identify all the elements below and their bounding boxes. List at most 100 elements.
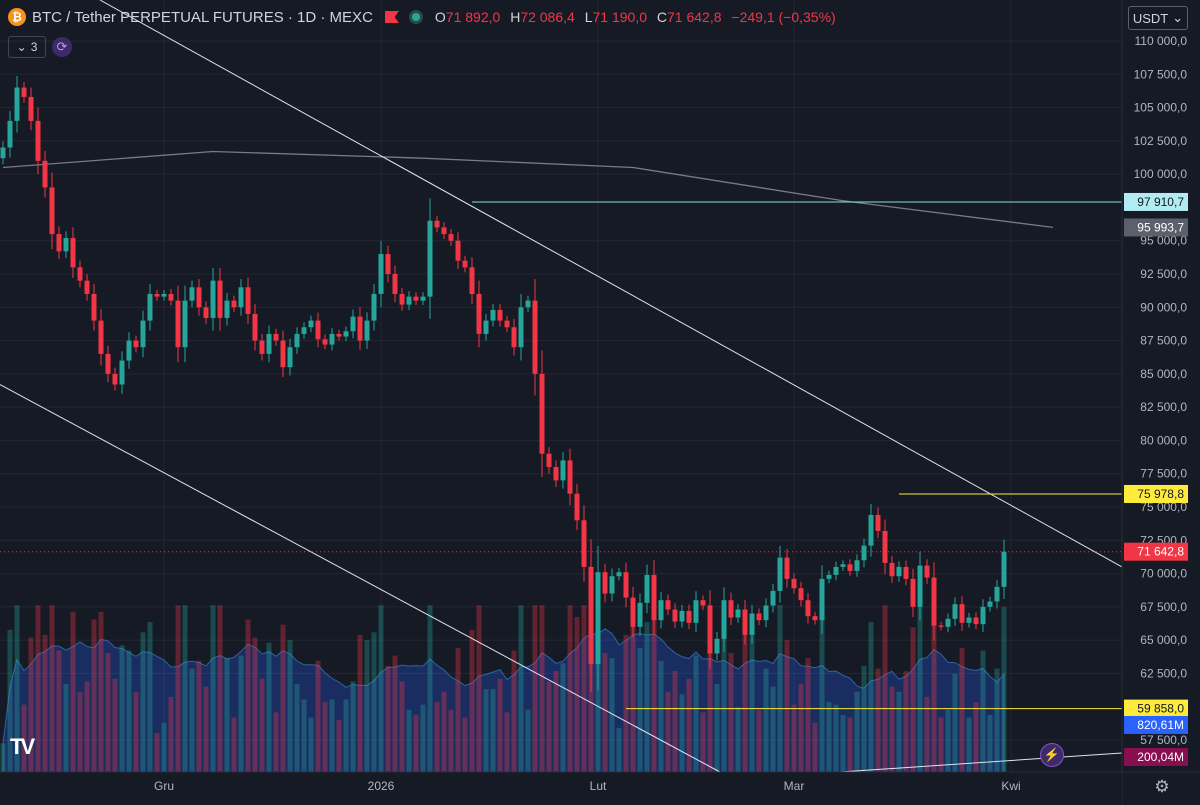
candle <box>154 289 160 301</box>
candle-body <box>658 600 664 621</box>
candle-body <box>637 602 643 627</box>
volume-bar <box>896 691 902 772</box>
gear-icon[interactable]: ⚙ <box>1154 777 1170 796</box>
volume-bar <box>980 650 986 772</box>
volume-bar <box>448 709 454 772</box>
candle <box>511 318 517 356</box>
candle <box>749 604 755 644</box>
candle <box>994 579 1000 609</box>
candle <box>805 592 811 624</box>
volume-bar <box>763 668 769 772</box>
candle <box>350 309 356 339</box>
candle <box>861 538 867 568</box>
candle-body <box>623 572 629 598</box>
volume-bar <box>518 605 524 772</box>
candle-body <box>756 613 762 621</box>
candle <box>735 604 741 623</box>
y-tick-label: 85 000,0 <box>1140 367 1187 381</box>
volume-bar <box>952 673 958 772</box>
candle <box>917 551 923 621</box>
candle-body <box>826 574 832 579</box>
volume-bar <box>0 743 6 772</box>
candle <box>882 519 888 575</box>
candle-body <box>378 254 384 294</box>
volume-tag-bg <box>1124 715 1188 734</box>
volume-bar <box>973 702 979 772</box>
volume-bar <box>581 605 587 772</box>
market-status-icon[interactable] <box>408 10 423 24</box>
candle <box>714 631 720 661</box>
candle-body <box>203 307 209 318</box>
volume-bar <box>350 681 356 772</box>
candle-body <box>945 618 951 627</box>
candle-body <box>259 340 265 354</box>
candle-body <box>133 340 139 348</box>
candle <box>679 604 685 628</box>
volume-bar <box>875 668 881 772</box>
volume-bar <box>357 634 363 772</box>
candle-body <box>462 260 468 268</box>
volume-bar <box>406 709 412 772</box>
volume-bar <box>749 634 755 772</box>
x-tick-label: 2026 <box>368 779 395 793</box>
candle <box>21 81 27 103</box>
candle <box>644 564 650 614</box>
candle <box>476 280 482 348</box>
candle <box>812 611 818 625</box>
currency-select[interactable]: USDT ⌄ <box>1128 6 1188 30</box>
volume-bar <box>385 665 391 772</box>
candle <box>98 308 104 366</box>
candle <box>651 560 657 635</box>
candle <box>77 260 83 288</box>
candle <box>966 612 972 628</box>
volume-bar <box>546 681 552 772</box>
volume-bar <box>343 699 349 772</box>
candle-body <box>21 87 27 97</box>
volume-bar <box>21 704 27 772</box>
volume-bar <box>497 678 503 772</box>
volume-bar <box>77 691 83 772</box>
candle <box>588 539 594 692</box>
volume-bar <box>693 655 699 772</box>
volume-bar <box>987 714 993 772</box>
candle <box>602 563 608 603</box>
volume-bar <box>847 717 853 772</box>
candle-body <box>77 267 83 281</box>
indicators-bar: ⌄ 3 ⟳ <box>8 36 72 58</box>
candle <box>161 289 167 301</box>
volume-bar <box>119 645 125 772</box>
moving-average-line <box>2 150 1054 229</box>
candle-body <box>322 339 328 345</box>
candle <box>910 568 916 618</box>
flag-icon[interactable] <box>384 11 399 23</box>
indicators-count: 3 <box>30 40 38 54</box>
candle <box>469 257 475 304</box>
candle-body <box>350 316 356 332</box>
volume-bar <box>679 694 685 772</box>
candle-body <box>959 604 965 623</box>
symbol-title[interactable]: BTC / Tether PERPETUAL FUTURES · 1D · ME… <box>32 8 373 26</box>
candle-body <box>49 187 55 235</box>
candle-body <box>70 238 76 268</box>
candle <box>70 227 76 278</box>
candle <box>84 274 90 301</box>
indicators-toggle-button[interactable]: ⌄ 3 <box>8 36 46 58</box>
candle-body <box>28 96 34 121</box>
candle-body <box>294 333 300 348</box>
candle-body <box>693 600 699 623</box>
volume-bar <box>567 605 573 772</box>
volume-bar <box>70 611 76 772</box>
candle-body <box>42 160 48 188</box>
candle <box>462 255 468 273</box>
candle-body <box>245 287 251 314</box>
volume-bar <box>42 634 48 772</box>
tradingview-logo[interactable]: TV <box>10 734 35 759</box>
candle-body <box>476 293 482 334</box>
candle <box>889 556 895 583</box>
candle <box>567 448 573 506</box>
candle-body <box>854 560 860 571</box>
bolt-icon[interactable]: ⚡ <box>1040 743 1064 767</box>
sync-icon[interactable]: ⟳ <box>52 37 72 57</box>
candle <box>189 280 195 308</box>
